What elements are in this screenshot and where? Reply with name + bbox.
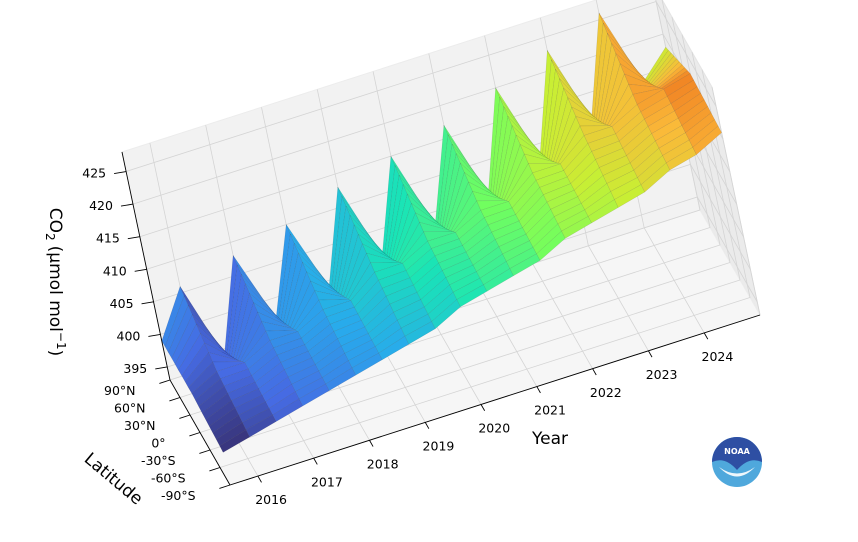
- y-axis-label: Latitude: [80, 449, 146, 509]
- logo-wave: [719, 467, 755, 477]
- y-tick-6: [219, 484, 231, 489]
- x-tick-2017: [313, 457, 318, 465]
- x-tick-2023: [648, 350, 653, 358]
- y-tick-label-4: -30°S: [141, 453, 176, 468]
- z-tick-label-415: 415: [96, 231, 120, 246]
- z-tick-415: [127, 236, 140, 240]
- z-tick-label-405: 405: [110, 296, 134, 311]
- x-axis-line: [229, 314, 761, 486]
- z-tick-label-425: 425: [82, 166, 106, 181]
- x-tick-2022: [592, 368, 597, 376]
- noaa-logo: NOAA: [712, 437, 762, 487]
- co2-surface: [161, 12, 722, 453]
- x-tick-label-2022: 2022: [590, 385, 622, 400]
- x-tick-2016: [257, 475, 262, 483]
- y-tick-2: [179, 414, 191, 419]
- z-label-subscript: 2: [43, 233, 57, 241]
- x-tick-2020: [480, 404, 486, 411]
- x-tick-2024: [703, 332, 709, 340]
- y-tick-1: [169, 397, 181, 402]
- y-tick-label-6: -90°S: [161, 488, 196, 503]
- y-tick-label-1: 60°N: [114, 401, 146, 416]
- y-tick-label-0: 90°N: [104, 383, 136, 398]
- y-tick-3: [189, 432, 201, 437]
- x-tick-2018: [369, 440, 374, 447]
- z-tick-425: [114, 171, 127, 174]
- x-tick-label-2019: 2019: [423, 438, 455, 453]
- x-tick-label-2020: 2020: [478, 421, 510, 436]
- logo-text: NOAA: [724, 447, 750, 456]
- z-tick-400: [148, 333, 161, 337]
- x-tick-label-2018: 2018: [367, 456, 399, 471]
- z-tick-label-395: 395: [123, 361, 147, 376]
- z-tick-395: [155, 366, 168, 370]
- x-tick-label-2021: 2021: [534, 403, 566, 418]
- z-label-units: (μmol mol: [45, 246, 65, 332]
- surface-patch: [692, 125, 722, 155]
- z-tick-label-410: 410: [103, 263, 127, 278]
- y-tick-5: [209, 467, 221, 472]
- y-tick-label-5: -60°S: [151, 471, 186, 486]
- x-tick-label-2023: 2023: [646, 367, 678, 382]
- x-tick-label-2024: 2024: [702, 349, 734, 364]
- x-tick-2021: [536, 386, 541, 394]
- x-tick-label-2016: 2016: [255, 492, 287, 507]
- grid-line-y-5: [219, 69, 751, 468]
- axes-ticks: 2016 2017 2018 2019 2020 2021 2022 2023 2024 90°N…: [82, 151, 761, 507]
- x-tick-2019: [424, 422, 430, 429]
- y-tick-label-2: 30°N: [124, 418, 156, 433]
- y-tick-0: [159, 379, 171, 384]
- z-tick-label-420: 420: [89, 198, 113, 213]
- x-axis-label: Year: [531, 429, 568, 449]
- z-axis-label: CO2 (μmol mol−1): [43, 208, 68, 356]
- z-label-superscript: −1: [54, 332, 68, 350]
- x-tick-label-2017: 2017: [311, 474, 343, 489]
- z-axis-line: [121, 151, 171, 381]
- z-tick-label-400: 400: [117, 328, 141, 343]
- logo-circle-top: [712, 437, 762, 470]
- z-tick-410: [134, 268, 147, 272]
- y-tick-4: [199, 449, 211, 454]
- z-label-units-close: ): [45, 350, 65, 357]
- y-tick-label-3: 0°: [151, 436, 165, 451]
- z-tick-420: [120, 203, 134, 207]
- z-tick-405: [141, 301, 154, 305]
- z-label-main: CO: [45, 208, 65, 233]
